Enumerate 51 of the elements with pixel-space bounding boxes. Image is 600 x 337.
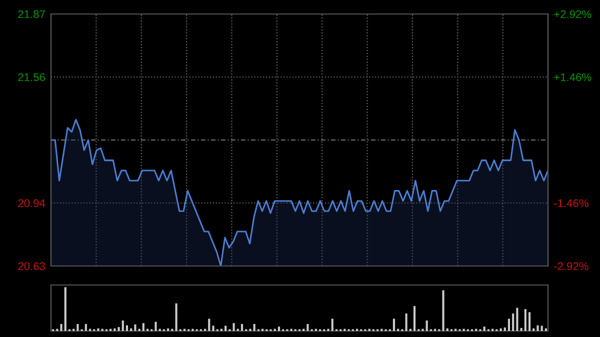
bar: [504, 327, 506, 331]
y2-tick-label: +2.92%: [554, 10, 592, 18]
bar: [392, 318, 395, 331]
bar: [536, 325, 539, 331]
bar: [306, 324, 309, 331]
bar: [253, 324, 256, 331]
y-tick-label: 20.94: [18, 199, 46, 208]
y2-tick-label: +1.46%: [554, 73, 592, 82]
bar: [442, 290, 444, 331]
y-tick-label: 21.56: [18, 73, 45, 82]
y2-tick-label: -2.92%: [554, 262, 588, 270]
bar: [212, 326, 214, 331]
bar: [130, 328, 132, 331]
bar: [64, 287, 66, 331]
bar: [446, 328, 448, 331]
bar: [500, 328, 502, 331]
bar: [544, 328, 547, 331]
bar: [516, 308, 518, 331]
bar: [118, 327, 120, 331]
bar: [426, 320, 428, 331]
bar: [76, 324, 79, 331]
bar: [175, 303, 178, 331]
bar: [405, 313, 408, 331]
bar: [84, 324, 87, 331]
bar: [540, 326, 543, 331]
bar: [512, 313, 514, 331]
bar: [114, 328, 116, 331]
bar: [532, 328, 535, 331]
bar: [97, 328, 100, 331]
bar: [154, 322, 157, 331]
bar: [167, 328, 170, 331]
bar: [122, 320, 124, 331]
bar: [413, 306, 416, 331]
bar: [232, 323, 235, 331]
bar: [126, 325, 128, 331]
bar: [134, 324, 136, 331]
bar: [524, 309, 526, 331]
bar: [208, 318, 210, 331]
bar: [224, 326, 227, 331]
y2-tick-label: -1.46%: [554, 199, 588, 208]
bar: [508, 318, 510, 331]
bar: [278, 326, 280, 331]
y-tick-label: 20.63: [18, 262, 45, 270]
bar: [240, 324, 244, 331]
y-tick-label: 21.87: [18, 10, 45, 18]
bar: [331, 318, 334, 331]
bar: [520, 328, 522, 331]
bar: [60, 324, 62, 331]
bar: [142, 323, 144, 331]
bar: [528, 312, 531, 331]
bar: [483, 326, 486, 331]
